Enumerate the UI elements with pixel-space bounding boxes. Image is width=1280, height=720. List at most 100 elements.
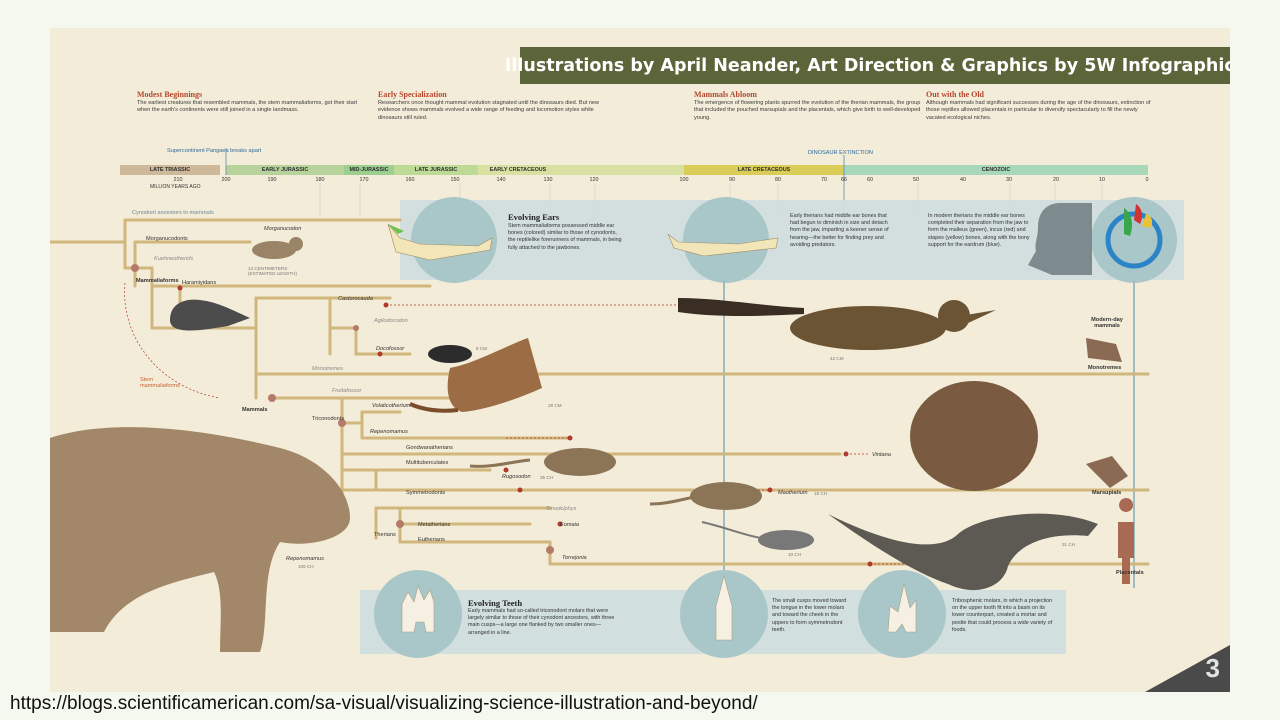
era-label: EARLY JURASSIC xyxy=(261,167,309,173)
era-label: LATE CRETACEOUS xyxy=(737,167,791,173)
label-eomaia: Eomaia xyxy=(560,522,579,528)
tick-label: 10 xyxy=(1099,177,1105,183)
modern-monotremes: Monotremes xyxy=(1088,365,1122,371)
label-morganucodon: Morganucodon xyxy=(264,226,302,232)
tick-label: 80 xyxy=(775,177,781,183)
tick-label: 130 xyxy=(543,177,553,183)
tick-label: 100 xyxy=(679,177,689,183)
label-stem-mammaliaforms: Stem mammaliaforms xyxy=(140,377,180,389)
label-therians: Therians xyxy=(374,532,396,538)
tick-label: 30 xyxy=(1006,177,1012,183)
header-text: The earliest creatures that resembled ma… xyxy=(137,100,358,114)
label-morganucodon-size: 14 CENTIMETERS (ESTIMATED LENGTH) xyxy=(248,266,297,276)
header-title: Mammals Abloom xyxy=(694,90,757,99)
jaw-2 xyxy=(667,233,779,257)
header-title: Early Specialization xyxy=(378,90,447,99)
era-label: CENOZOIC xyxy=(981,167,1011,173)
label-triconodonts: Triconodonts xyxy=(312,416,345,422)
teeth-text-2: The small cusps moved toward the tongue … xyxy=(772,598,847,633)
modern-placentals: Placentals xyxy=(1116,570,1144,576)
tree-graphics xyxy=(50,148,1184,658)
label-cynodont: Cynodont ancestors to mammals xyxy=(132,210,214,216)
ears-title: Evolving Ears xyxy=(508,212,560,222)
header-out-with-the-old: Out with the Old Although mammals had si… xyxy=(926,90,1156,122)
tick-label: 190 xyxy=(267,177,277,183)
animal-illustrations xyxy=(50,237,1134,652)
label-symmetrodonts: Symmetrodonts xyxy=(406,490,446,496)
label-kuehneotherids: Kuehneotherids xyxy=(154,256,194,262)
label-haramiyidans: Haramiyidans xyxy=(182,280,217,286)
ears-circle-1 xyxy=(411,197,497,283)
label-eomaia-size: 10 CH xyxy=(788,552,802,557)
ears-panel xyxy=(400,200,1184,280)
era-label: LATE TRIASSIC xyxy=(149,167,191,173)
extinction-label: DINOSAUR EXTINCTION xyxy=(808,150,873,156)
tick-label: 66 xyxy=(841,177,847,183)
label-rugosodon-size: 35 CH xyxy=(540,475,554,480)
label-repenomamus: Repenomamus xyxy=(370,429,408,435)
label-castorocauda-size: 42 CM xyxy=(830,356,844,361)
ears-circle-3 xyxy=(1091,197,1177,283)
header-title: Out with the Old xyxy=(926,90,985,99)
tick-label: 120 xyxy=(589,177,599,183)
label-metatherians: Metatherians xyxy=(418,522,451,528)
label-docofossor-size: 8 CM xyxy=(476,346,487,351)
header-text: The emergence of flowering plants spurre… xyxy=(694,100,921,121)
tick-label: 140 xyxy=(496,177,506,183)
teeth-text-3: Tribosphenic molars, in which a projecti… xyxy=(952,598,1053,633)
label-vintana: Vintana xyxy=(872,452,891,458)
header-text: Researchers once thought mammal evolutio… xyxy=(378,100,600,121)
header-mammals-abloom: Mammals Abloom The emergence of flowerin… xyxy=(694,90,924,122)
label-mammals: Mammals xyxy=(242,407,268,413)
label-multituberculates: Multituberculates xyxy=(406,460,449,466)
tick-label: 200 xyxy=(221,177,231,183)
modern-title: Modern-day mammals xyxy=(1091,317,1123,329)
label-repenomamus-big: Repenomamus xyxy=(286,556,324,562)
tree-nodes xyxy=(131,264,554,554)
label-torrejonia: Torrejonia xyxy=(562,555,587,561)
pangaea-label: Supercontinent Pangaea breaks apart xyxy=(167,148,262,154)
label-mammaliaforms: Mammaliaforms xyxy=(136,278,179,284)
label-docofossor: Docofossor xyxy=(376,346,405,352)
label-maotherium: Maotherium xyxy=(778,490,808,496)
teeth-title: Evolving Teeth xyxy=(468,598,523,608)
label-fruitafossor: Fruitafossor xyxy=(332,388,362,394)
label-rugosodon: Rugosodon xyxy=(502,474,531,480)
page-number: 3 xyxy=(1205,653,1220,683)
header-title: Modest Beginnings xyxy=(137,90,203,99)
tick-label: 40 xyxy=(960,177,966,183)
credit-banner: Illustrations by April Neander, Art Dire… xyxy=(505,47,1230,84)
tick-label: 180 xyxy=(315,177,325,183)
tick-label: 150 xyxy=(450,177,460,183)
tick-label: 70 xyxy=(821,177,827,183)
era-label: EARLY CRETACEOUS xyxy=(489,167,547,173)
label-gondwanatherians: Gondwanatherians xyxy=(406,445,453,451)
header-early-specialization: Early Specialization Researchers once th… xyxy=(378,90,608,122)
label-volaticotherium: Volaticotherium xyxy=(372,403,411,409)
label-eutherians: Eutherians xyxy=(418,537,445,543)
ears-circle-2 xyxy=(683,197,769,283)
label-repenomamus-big-size: 105 CH xyxy=(298,564,314,569)
mya-label: MILLION YEARS AGO xyxy=(150,184,201,190)
modern-marsupials: Marsupials xyxy=(1092,490,1122,496)
era-label: LATE JURASSIC xyxy=(414,167,458,173)
label-maotherium-size: 18 CH xyxy=(814,491,828,496)
era-label: MID-JURASSIC xyxy=(349,167,389,173)
jaw-1 xyxy=(387,223,493,261)
ears-text-2: Early therians had middle ear bones that… xyxy=(790,213,889,248)
header-text: Although mammals had significant success… xyxy=(926,100,1151,121)
ears-text-1: Stem mammaliaforms possessed middle ear … xyxy=(508,223,622,251)
tick-label: 210 xyxy=(173,177,183,183)
infographic-poster: Illustrations by April Neander, Art Dire… xyxy=(50,28,1230,692)
tick-label: 60 xyxy=(867,177,873,183)
tick-label: 50 xyxy=(913,177,919,183)
tick-label: 170 xyxy=(359,177,369,183)
label-morganucodonts: Morganucodonts xyxy=(146,236,188,242)
label-castorocauda: Castorocauda xyxy=(338,296,373,302)
teeth-text-1: Early mammals had so-called triconodont … xyxy=(468,608,615,636)
tick-label: 0 xyxy=(1145,177,1149,183)
source-url[interactable]: https://blogs.scientificamerican.com/sa-… xyxy=(10,693,758,714)
tick-label: 160 xyxy=(405,177,415,183)
header-modest-beginnings: Modest Beginnings The earliest creatures… xyxy=(137,90,367,115)
label-monotremes: Monotremes xyxy=(312,366,344,372)
